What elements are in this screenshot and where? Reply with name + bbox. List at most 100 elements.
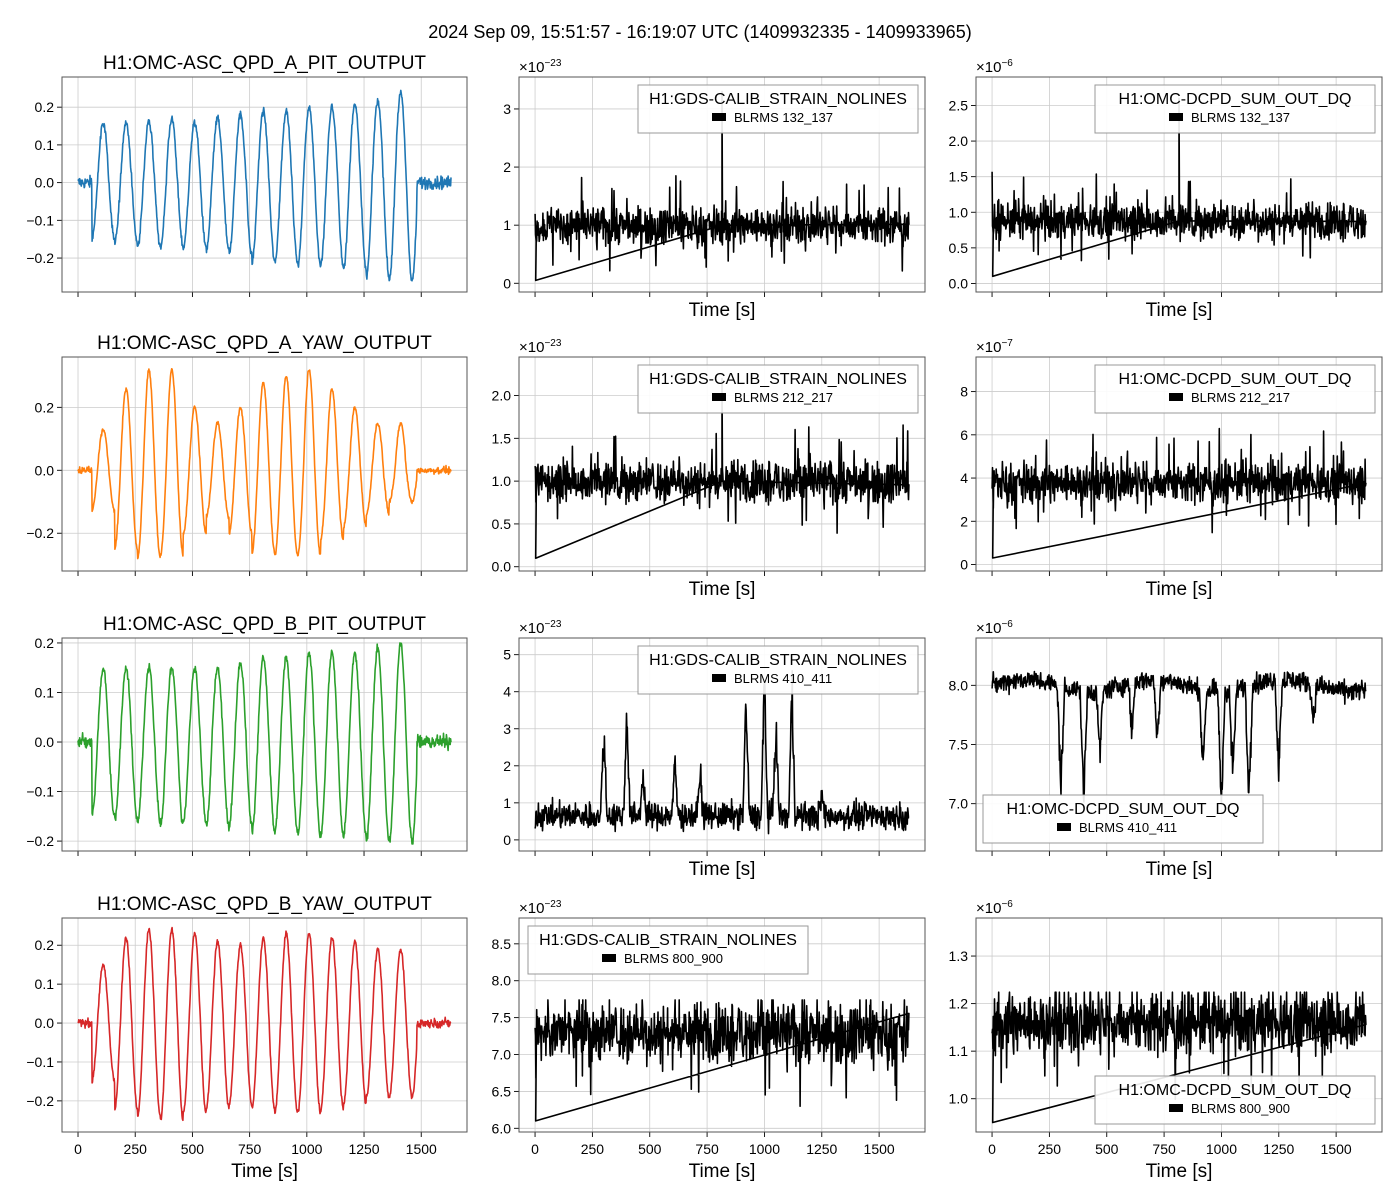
series-line xyxy=(77,89,452,282)
x-tick-label: 0 xyxy=(988,1141,996,1157)
y-tick-label: 1 xyxy=(503,795,511,811)
legend-swatch xyxy=(1169,393,1183,401)
y-tick-label: 7.5 xyxy=(949,737,969,753)
series-line xyxy=(534,670,910,835)
axes-frame xyxy=(975,637,1383,852)
panel-title: H1:OMC-ASC_QPD_A_YAW_OUTPUT xyxy=(97,333,432,354)
panel-qpd-a-yaw: −0.2 0.0 0.2 H1:OMC-ASC_QPD_A_YAW_OUTPUT xyxy=(26,333,468,576)
series-line xyxy=(991,670,1367,804)
series-line xyxy=(77,368,452,560)
x-axis-label: Time [s] xyxy=(689,300,756,321)
x-axis-label: Time [s] xyxy=(1146,859,1213,880)
plot-area xyxy=(62,638,467,851)
x-tick-label: 250 xyxy=(1038,1141,1062,1157)
y-tick-label: 3 xyxy=(503,101,511,117)
panel-qpd-b-yaw: 0 250 500 750 1000 1250 1500 −0.2 −0.1 0.0 0.1 0.2 H… xyxy=(26,894,468,1182)
offset-exponent: −23 xyxy=(544,58,561,69)
offset-exponent: −23 xyxy=(544,899,561,910)
y-tick-label: 8 xyxy=(960,384,968,400)
axes-frame xyxy=(518,637,926,852)
x-tick-label: 1500 xyxy=(1321,1141,1352,1157)
y-tick-label: 1.0 xyxy=(949,1091,969,1107)
y-tick-label: −0.1 xyxy=(26,212,54,228)
legend-title: H1:GDS-CALIB_STRAIN_NOLINES xyxy=(649,91,907,108)
legend-swatch xyxy=(602,954,616,962)
offset-exponent: −6 xyxy=(1001,619,1013,630)
x-tick-label: 1250 xyxy=(348,1141,379,1157)
legend-label: BLRMS 212_217 xyxy=(734,390,833,405)
y-tick-label: 0 xyxy=(503,275,511,291)
offset-text: ×10−23 xyxy=(519,899,562,917)
x-tick-label: 1500 xyxy=(864,1141,895,1157)
x-tick-label: 1000 xyxy=(291,1141,322,1157)
series-line xyxy=(991,427,1367,559)
x-tick-label: 750 xyxy=(695,1141,719,1157)
y-tick-label: 0.0 xyxy=(35,1015,55,1031)
y-tick-label: 0.2 xyxy=(35,937,55,953)
legend-box xyxy=(982,794,1264,844)
legend-title: H1:OMC-DCPD_SUM_OUT_DQ xyxy=(1119,371,1352,388)
y-tick-label: 1.0 xyxy=(949,204,969,220)
y-tick-label: 4 xyxy=(960,470,968,486)
y-tick-label: 4 xyxy=(503,684,511,700)
legend-swatch xyxy=(712,674,726,682)
offset-text: ×10−6 xyxy=(976,619,1013,637)
panel-qpd-b-pit: −0.2 −0.1 0.0 0.1 0.2 H1:OMC-ASC_QPD_B_PIT_OU… xyxy=(26,614,468,856)
legend-box xyxy=(1094,84,1376,134)
legend-swatch xyxy=(712,393,726,401)
legend-label: BLRMS 212_217 xyxy=(1191,390,1290,405)
y-tick-label: 0.0 xyxy=(35,175,55,191)
x-tick-label: 750 xyxy=(238,1141,262,1157)
panel-strain-132: 0 1 2 3 Time [s] ×10−23 H1:GDS-CALIB_STRAIN_NO… xyxy=(503,58,926,321)
panel-strain-410: 0 1 2 3 4 5 Time [s] ×10−23 H1:GDS-CALIB_STRAIN_… xyxy=(503,619,926,880)
x-axis-label: Time [s] xyxy=(1146,579,1213,600)
legend-title: H1:OMC-DCPD_SUM_OUT_DQ xyxy=(1007,801,1240,818)
legend-title: H1:OMC-DCPD_SUM_OUT_DQ xyxy=(1119,1082,1352,1099)
y-tick-label: −0.2 xyxy=(26,250,54,266)
axes-frame xyxy=(975,917,1383,1133)
y-tick-label: 0.2 xyxy=(35,635,55,651)
x-tick-label: 750 xyxy=(1152,1141,1176,1157)
axes-frame xyxy=(518,76,926,293)
axes-frame xyxy=(518,356,926,572)
series-line xyxy=(534,377,910,559)
y-tick-label: 1.5 xyxy=(492,430,512,446)
x-tick-label: 1250 xyxy=(806,1141,837,1157)
offset-exponent: −23 xyxy=(544,338,561,349)
y-tick-label: 0.1 xyxy=(35,684,55,700)
y-tick-label: 1.1 xyxy=(949,1043,969,1059)
y-tick-label: 7.0 xyxy=(492,1047,512,1063)
y-tick-label: −0.2 xyxy=(26,1093,54,1109)
y-tick-label: 8.0 xyxy=(492,973,512,989)
x-tick-label: 250 xyxy=(124,1141,148,1157)
legend: H1:OMC-DCPD_SUM_OUT_DQ BLRMS 410_411 xyxy=(982,794,1264,844)
y-tick-label: 1.2 xyxy=(949,996,969,1012)
axes-frame xyxy=(61,356,468,572)
y-tick-label: 7.0 xyxy=(949,796,969,812)
panel-dcpd-212: 0 2 4 6 8 Time [s] ×10−7 H1:OMC-DCPD_SUM_OUT_DQ… xyxy=(960,338,1383,600)
panel-dcpd-800: 0 250 500 750 1000 1250 1500 1.0 1.1 1.2 1.3 Time [… xyxy=(949,899,1383,1182)
legend: H1:OMC-DCPD_SUM_OUT_DQ BLRMS 800_900 xyxy=(1094,1075,1376,1125)
legend-label: BLRMS 132_137 xyxy=(734,110,833,125)
panel-strain-212: 0.0 0.5 1.0 1.5 2.0 Time [s] ×10−23 H1:GDS-CALI… xyxy=(492,338,926,600)
y-tick-label: 2.0 xyxy=(949,133,969,149)
panel-qpd-a-pit: −0.2 −0.1 0.0 0.1 0.2 H1:OMC-ASC_QPD_A_PIT_OU… xyxy=(26,53,468,297)
y-tick-label: 0 xyxy=(503,832,511,848)
y-tick-label: −0.2 xyxy=(26,525,54,541)
legend-box xyxy=(637,84,919,134)
y-tick-label: 3 xyxy=(503,721,511,737)
legend-label: BLRMS 410_411 xyxy=(734,671,832,686)
legend-title: H1:GDS-CALIB_STRAIN_NOLINES xyxy=(649,652,907,669)
y-tick-label: 0.5 xyxy=(949,240,969,256)
y-tick-label: −0.2 xyxy=(26,833,54,849)
panel-title: H1:OMC-ASC_QPD_A_PIT_OUTPUT xyxy=(103,53,426,74)
legend-box xyxy=(1094,1075,1376,1125)
offset-text: ×10−6 xyxy=(976,899,1013,917)
series-line xyxy=(77,926,452,1122)
x-tick-label: 1500 xyxy=(406,1141,437,1157)
legend-title: H1:OMC-DCPD_SUM_OUT_DQ xyxy=(1119,91,1352,108)
offset-exponent: −7 xyxy=(1001,338,1013,349)
x-tick-label: 0 xyxy=(74,1141,82,1157)
y-tick-label: 2.5 xyxy=(949,97,969,113)
axes-frame xyxy=(61,76,468,293)
